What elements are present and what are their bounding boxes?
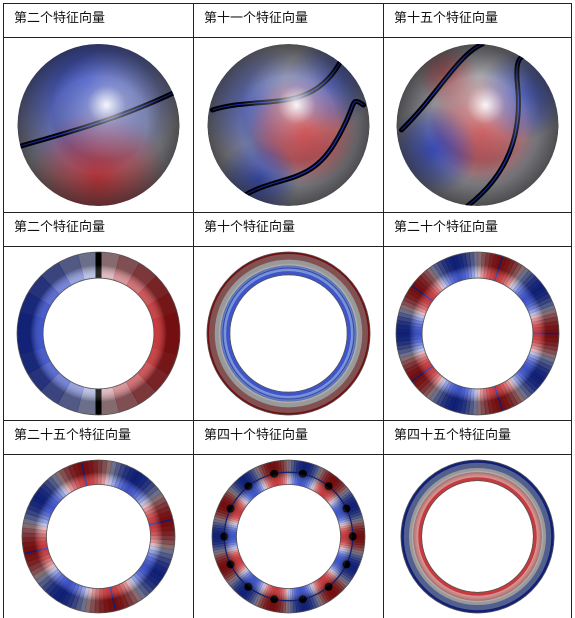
grid-divider-h1	[3, 212, 572, 213]
cell-label: 第二个特征向量	[14, 220, 106, 235]
cell-torus-eigenvector-2: 第二个特征向量	[4, 213, 193, 420]
grid-divider-h2	[3, 420, 572, 421]
cell-label: 第四十五个特征向量	[394, 428, 512, 443]
sphere-svg	[207, 44, 370, 206]
torus-svg	[16, 251, 181, 416]
torus-svg	[395, 251, 560, 416]
sphere-svg	[396, 44, 559, 206]
torus-inner-edge	[229, 274, 348, 393]
grid-divider-v2	[383, 3, 384, 618]
torus-svg	[206, 251, 371, 416]
grid-border-right	[571, 3, 572, 618]
sphere-shade	[207, 44, 370, 206]
label-divider-row1	[3, 37, 572, 38]
torus-svg	[21, 459, 176, 614]
label-divider-row3	[3, 454, 572, 455]
sphere-figure	[4, 38, 193, 212]
torus-shade	[21, 459, 176, 614]
sphere-figure	[384, 38, 571, 212]
torus-figure	[194, 455, 383, 618]
cell-label: 第四十个特征向量	[204, 428, 309, 443]
cell-torus-eigenvector-40: 第四十个特征向量	[194, 421, 383, 618]
torus-svg	[400, 459, 555, 614]
sphere-figure	[194, 38, 383, 212]
torus-shade	[211, 459, 366, 614]
cell-sphere-eigenvector-15: 第十五个特征向量	[384, 4, 571, 212]
cell-label: 第二个特征向量	[14, 11, 106, 26]
torus-shade	[400, 459, 555, 614]
cell-torus-eigenvector-45: 第四十五个特征向量	[384, 421, 571, 618]
torus-inner-edge	[46, 484, 151, 589]
sphere-surface	[396, 44, 559, 206]
torus-shade	[17, 252, 180, 415]
cell-label: 第二十五个特征向量	[14, 428, 132, 443]
torus-outer-edge	[206, 251, 371, 416]
cell-torus-eigenvector-20: 第二十个特征向量	[384, 213, 571, 420]
cell-sphere-eigenvector-2: 第二个特征向量	[4, 4, 193, 212]
cell-label: 第十一个特征向量	[204, 11, 309, 26]
torus-figure	[4, 455, 193, 618]
torus-shade	[396, 252, 559, 415]
label-divider-row2	[3, 246, 572, 247]
torus-figure	[194, 247, 383, 420]
grid-divider-v1	[193, 3, 194, 618]
grid-border-top	[3, 3, 572, 4]
cell-label: 第十个特征向量	[204, 220, 296, 235]
cell-sphere-eigenvector-11: 第十一个特征向量	[194, 4, 383, 212]
torus-inner-edge	[421, 480, 534, 593]
sphere-surface	[17, 44, 180, 206]
torus-inner-edge	[42, 277, 155, 390]
torus-outer-edge	[400, 459, 555, 614]
torus-figure	[4, 247, 193, 420]
cell-torus-eigenvector-10: 第十个特征向量	[194, 213, 383, 420]
torus-outer-edge	[395, 251, 560, 416]
torus-figure	[384, 247, 571, 420]
sphere-shade	[17, 44, 180, 206]
torus-svg	[211, 459, 366, 614]
torus-outer-edge	[21, 459, 176, 614]
torus-inner-edge	[421, 277, 534, 390]
torus-shade	[207, 252, 370, 415]
torus-outer-edge	[16, 251, 181, 416]
torus-outer-edge	[211, 459, 366, 614]
cell-torus-eigenvector-25: 第二十五个特征向量	[4, 421, 193, 618]
sphere-svg	[17, 44, 180, 206]
torus-figure	[384, 455, 571, 618]
cell-label: 第二十个特征向量	[394, 220, 499, 235]
cell-label: 第十五个特征向量	[394, 11, 499, 26]
sphere-shade	[396, 44, 559, 206]
grid-border-left	[3, 3, 4, 618]
sphere-surface	[207, 44, 370, 206]
torus-inner-edge	[236, 484, 341, 589]
